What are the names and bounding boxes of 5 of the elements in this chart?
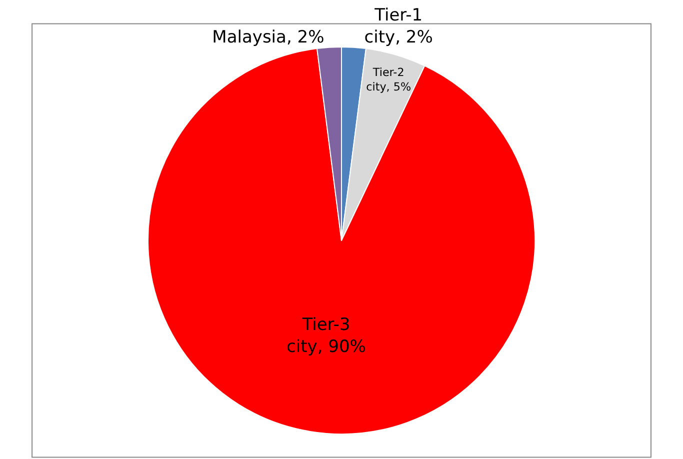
slice-label: Tier-1 city, 2% (364, 5, 433, 48)
slice-label: Tier-2 city, 5% (366, 66, 412, 94)
slice-label: Tier-3 city, 90% (286, 314, 366, 358)
pie-slice (148, 48, 536, 434)
slice-label: Malaysia, 2% (212, 27, 324, 48)
